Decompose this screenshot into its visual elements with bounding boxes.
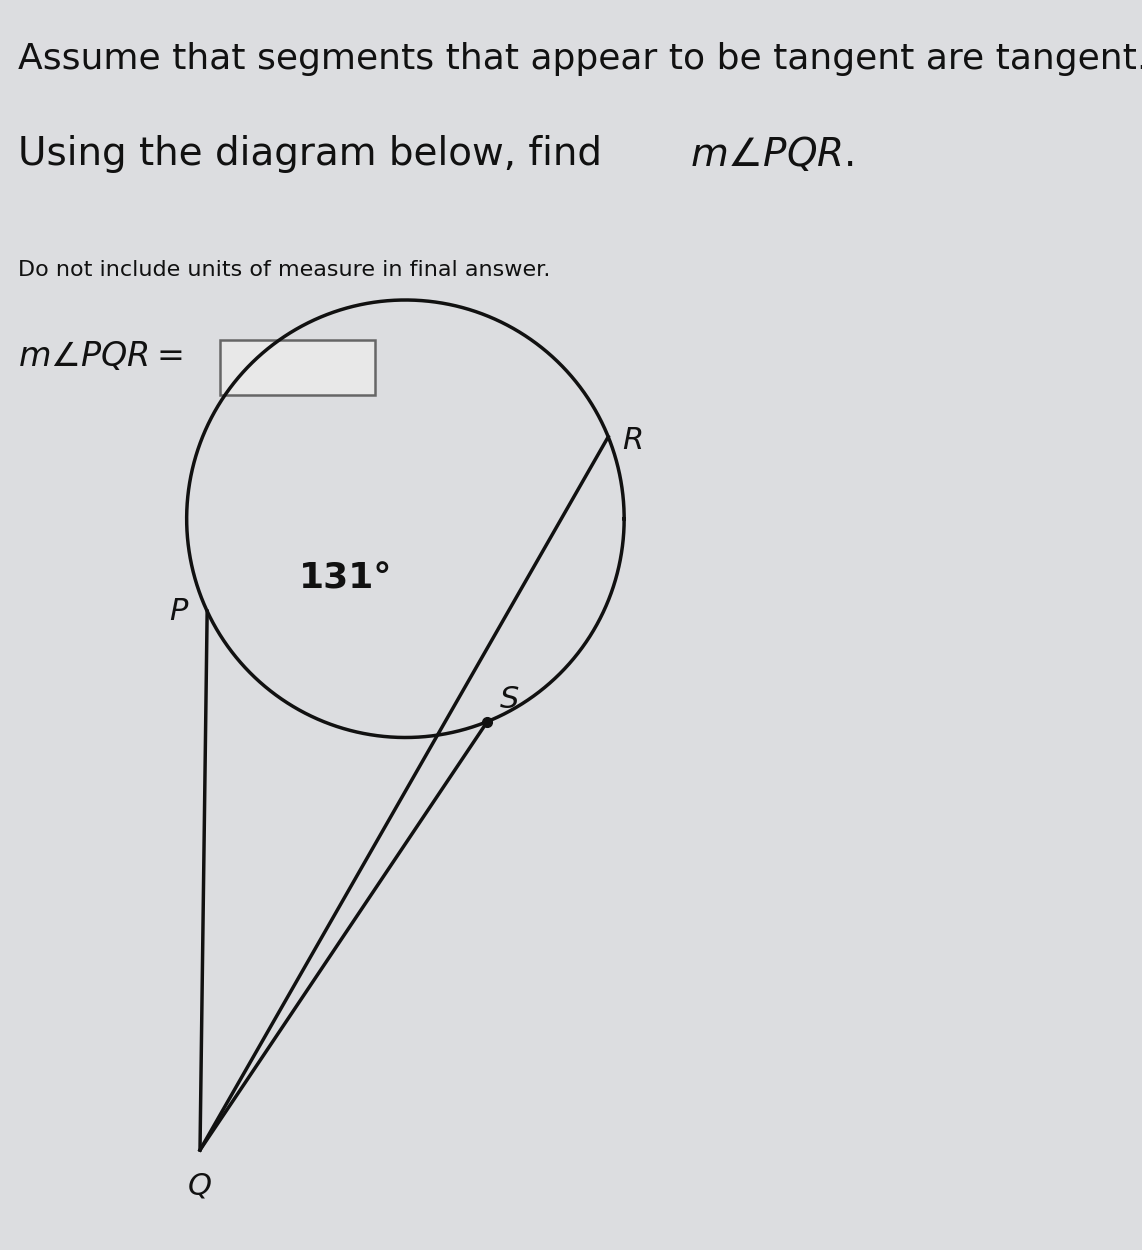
Text: R: R xyxy=(622,426,643,455)
Text: Do not include units of measure in final answer.: Do not include units of measure in final… xyxy=(18,260,550,280)
Text: Assume that segments that appear to be tangent are tangent.: Assume that segments that appear to be t… xyxy=(18,42,1142,76)
Text: P: P xyxy=(169,596,187,626)
Text: Using the diagram below, find: Using the diagram below, find xyxy=(18,135,614,172)
Bar xyxy=(220,340,375,395)
Text: $m\angle PQR.$: $m\angle PQR.$ xyxy=(690,135,854,174)
Text: S: S xyxy=(499,685,518,714)
Text: $m\angle PQR=$: $m\angle PQR=$ xyxy=(18,340,183,372)
Text: Q: Q xyxy=(188,1172,212,1201)
Text: 131°: 131° xyxy=(299,561,392,596)
